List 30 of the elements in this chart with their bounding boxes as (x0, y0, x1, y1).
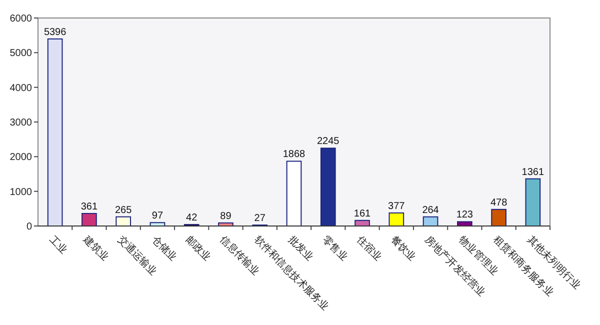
y-tick-label: 4000 (10, 82, 32, 94)
y-tick-label: 0 (26, 222, 32, 232)
x-tick-label: 零售业 (320, 234, 350, 264)
x-tick-label: 邮政业 (183, 234, 214, 264)
data-label: 97 (152, 210, 164, 222)
data-label: 1868 (282, 149, 306, 160)
data-label: 27 (254, 213, 266, 224)
x-tick-label: 仓储业 (149, 234, 180, 264)
data-label: 478 (490, 197, 508, 208)
data-label: 2245 (317, 136, 340, 148)
x-tick-label: 餐饮业 (388, 234, 418, 264)
data-label: 265 (114, 204, 132, 216)
y-tick-label: 6000 (10, 14, 32, 24)
x-tick-label: 工业 (46, 234, 70, 256)
data-label: 89 (220, 210, 232, 222)
data-label: 5396 (44, 26, 67, 38)
data-label: 377 (388, 200, 406, 212)
y-tick-label: 5000 (10, 48, 32, 60)
y-tick-label: 2000 (10, 152, 32, 164)
y-tick-label: 1000 (10, 186, 32, 198)
data-label: 42 (186, 212, 198, 224)
y-tick-label: 3000 (10, 118, 32, 128)
data-label: 123 (456, 210, 474, 221)
data-label: 161 (354, 208, 372, 220)
data-label: 361 (80, 201, 98, 212)
data-label: 1361 (522, 166, 544, 178)
x-tick-label: 建筑业 (80, 232, 111, 264)
data-label: 264 (422, 204, 440, 216)
x-tick-label: 批发业 (286, 234, 316, 264)
x-tick-label: 住宿业 (354, 234, 384, 264)
